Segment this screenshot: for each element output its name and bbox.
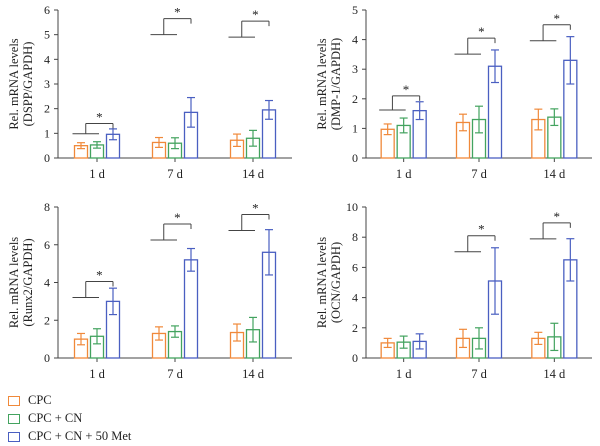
y-axis-label-line-1: Rel. mRNA levels <box>7 38 21 129</box>
y-tick-label: 6 <box>44 3 50 17</box>
significance-star: * <box>478 24 485 39</box>
bar <box>183 259 199 359</box>
significance-star: * <box>174 210 181 225</box>
legend-swatch-cpc-cn-met <box>8 431 20 442</box>
x-tick-label: 14 d <box>242 167 265 181</box>
y-tick-label: 0 <box>44 351 50 365</box>
y-axis-label-line-1: Rel. mRNA levels <box>7 237 21 328</box>
legend-label-cpc: CPC <box>28 393 52 407</box>
y-tick-label: 5 <box>352 3 358 17</box>
legend-item-cpc: CPC <box>8 392 131 409</box>
y-axis-label-line-2: (DSPP/GAPDH) <box>21 42 35 127</box>
y-tick-label: 2 <box>352 321 358 335</box>
significance-star: * <box>96 268 103 283</box>
x-tick-label: 1 d <box>89 167 105 181</box>
y-axis-label-line-1: Rel. mRNA levels <box>315 38 329 129</box>
y-tick-label: 4 <box>352 291 358 305</box>
chart-panel-4: 0 2 4 6 8 10 Rel. mRNA levels (OCN/GAPDH) 1 d 7 d… <box>315 200 592 381</box>
y-tick-label: 4 <box>44 276 50 290</box>
y-tick-label: 1 <box>352 121 358 135</box>
x-tick-label: 14 d <box>242 367 265 381</box>
legend-swatch-cpc-cn <box>8 413 20 424</box>
y-tick-label: 8 <box>44 200 50 214</box>
y-tick-label: 3 <box>44 77 50 91</box>
x-tick-label: 14 d <box>543 367 566 381</box>
x-tick-label: 7 d <box>471 167 487 181</box>
y-axis-label-line-1: Rel. mRNA levels <box>315 237 329 328</box>
significance-star: * <box>252 201 259 216</box>
legend-item-cpc-cn-met: CPC + CN + 50 Met <box>8 428 131 445</box>
y-tick-label: 2 <box>352 92 358 106</box>
legend-swatch-cpc <box>8 395 20 406</box>
chart-panel-1: 0 1 2 3 4 5 6 Rel. mRNA levels (DSPP/GAPDH) 1 d 7 … <box>7 3 292 181</box>
y-axis-label-line-2: (OCN/GAPDH) <box>329 242 343 323</box>
legend-item-cpc-cn: CPC + CN <box>8 410 131 427</box>
y-tick-label: 5 <box>44 28 50 42</box>
x-tick-label: 7 d <box>167 367 183 381</box>
x-tick-label: 1 d <box>396 167 412 181</box>
chart-panel-2: 0 1 2 3 4 5 Rel. mRNA levels (DMP-1/GAPDH) 1 d 7 … <box>315 3 592 181</box>
x-tick-label: 1 d <box>89 367 105 381</box>
y-axis-label-line-2: (Runx2/GAPDH) <box>21 238 35 326</box>
significance-star: * <box>403 82 410 97</box>
legend-label-cpc-cn: CPC + CN <box>28 411 83 425</box>
chart-panel-3: 0 2 4 6 8 Rel. mRNA levels (Runx2/GAPDH) 1 d 7 d… <box>7 200 292 381</box>
y-tick-label: 0 <box>352 351 358 365</box>
x-tick-label: 1 d <box>396 367 412 381</box>
legend: CPC CPC + CN CPC + CN + 50 Met <box>8 392 131 446</box>
y-tick-label: 2 <box>44 102 50 116</box>
y-tick-label: 1 <box>44 126 50 140</box>
significance-star: * <box>478 222 485 237</box>
x-tick-label: 7 d <box>471 367 487 381</box>
x-tick-label: 7 d <box>167 167 183 181</box>
significance-star: * <box>174 5 181 20</box>
y-tick-label: 6 <box>44 238 50 252</box>
y-tick-label: 6 <box>352 260 358 274</box>
y-tick-label: 10 <box>346 200 358 214</box>
legend-label-cpc-cn-met: CPC + CN + 50 Met <box>28 429 132 443</box>
y-tick-label: 3 <box>352 62 358 76</box>
significance-star: * <box>553 209 560 224</box>
y-tick-label: 4 <box>44 52 50 66</box>
significance-star: * <box>252 7 259 22</box>
y-axis-label-line-2: (DMP-1/GAPDH) <box>329 38 343 130</box>
y-tick-label: 4 <box>352 33 358 47</box>
x-tick-label: 14 d <box>543 167 566 181</box>
significance-star: * <box>553 11 560 26</box>
y-tick-label: 8 <box>352 230 358 244</box>
significance-star: * <box>96 109 103 124</box>
y-tick-label: 0 <box>44 151 50 165</box>
y-tick-label: 0 <box>352 151 358 165</box>
y-tick-label: 2 <box>44 313 50 327</box>
